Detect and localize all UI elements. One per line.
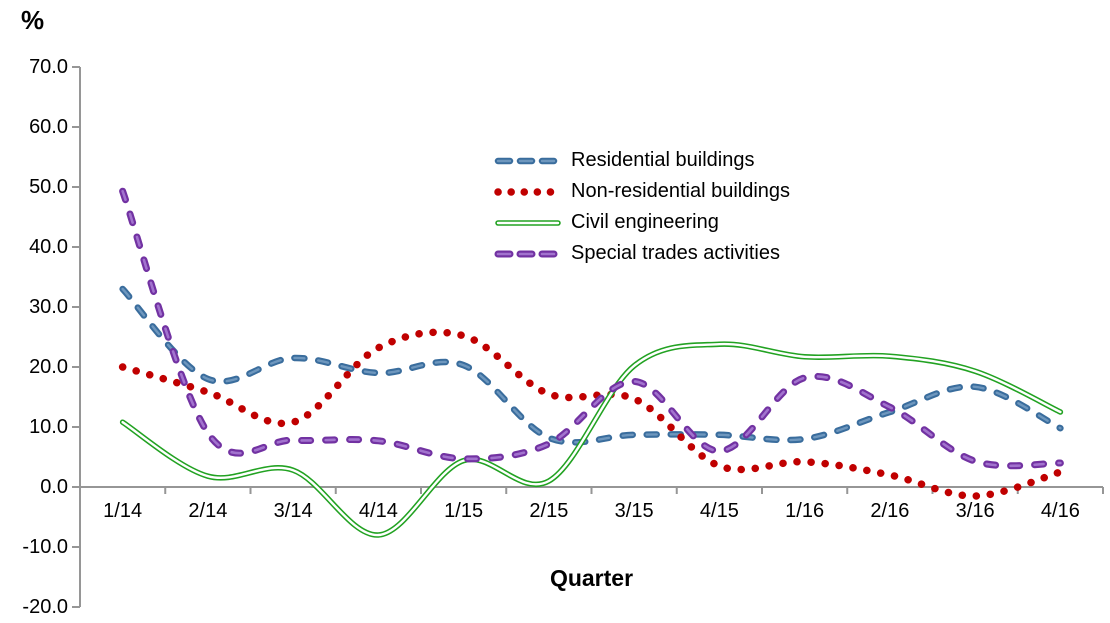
legend-label: Residential buildings xyxy=(571,149,755,171)
y-tick-label: -10.0 xyxy=(22,536,68,558)
x-tick-label: 1/16 xyxy=(785,500,825,522)
legend-item-residential-buildings: Residential buildings xyxy=(494,145,790,176)
x-tick-label: 1/14 xyxy=(103,500,143,522)
series-civil-engineering xyxy=(119,341,1064,538)
y-tick-label: 60.0 xyxy=(29,116,68,138)
series-residential-buildings-highlight xyxy=(121,287,1062,444)
legend-sample-residential-buildings-line-icon xyxy=(494,157,562,164)
x-tick-label: 4/14 xyxy=(358,500,398,522)
legend-label: Non-residential buildings xyxy=(571,180,791,202)
y-tick-label: -20.0 xyxy=(22,596,68,618)
x-tick-label: 4/16 xyxy=(1040,500,1080,522)
y-tick-label: 30.0 xyxy=(29,296,68,318)
x-tick-label: 2/15 xyxy=(529,500,569,522)
legend-label: Special trades activities xyxy=(571,242,780,264)
series-residential-buildings xyxy=(119,285,1064,446)
legend-label: Civil engineering xyxy=(571,211,719,233)
x-tick-label: 3/16 xyxy=(955,500,995,522)
x-tick-label: 3/15 xyxy=(614,500,654,522)
series-residential-buildings-line xyxy=(119,285,1064,446)
legend-item-special-trades-activities: Special trades activities xyxy=(494,238,790,269)
series-civil-engineering-highlight xyxy=(121,342,1062,537)
series-special-trades-activities xyxy=(119,187,1064,470)
legend-sample-civil-engineering-line-icon xyxy=(495,219,561,226)
series-special-trades-activities-highlight xyxy=(121,189,1062,468)
y-tick-label: 0.0 xyxy=(40,476,68,498)
series-non-residential-buildings-line xyxy=(118,328,1065,500)
y-tick-label: 70.0 xyxy=(29,56,68,78)
series-non-residential-buildings xyxy=(118,328,1065,500)
legend-item-non-residential-buildings: Non-residential buildings xyxy=(494,176,790,207)
x-tick-label: 4/15 xyxy=(699,500,739,522)
y-tick-label: 20.0 xyxy=(29,356,68,378)
y-tick-label: 10.0 xyxy=(29,416,68,438)
y-tick-label: 50.0 xyxy=(29,176,68,198)
x-tick-label: 2/16 xyxy=(870,500,910,522)
legend-sample-special-trades-activities-line-icon xyxy=(494,250,562,257)
legend: Residential buildings Non-residential bui… xyxy=(494,145,790,269)
x-tick-label: 1/15 xyxy=(444,500,484,522)
legend-item-civil-engineering: Civil engineering xyxy=(494,207,790,238)
y-tick-label: 40.0 xyxy=(29,236,68,258)
x-axis-title: Quarter xyxy=(549,565,634,591)
y-axis-unit-label: % xyxy=(21,5,45,35)
x-tick-label: 3/14 xyxy=(273,500,313,522)
legend-sample-non-residential-buildings-line-icon xyxy=(494,187,562,196)
x-tick-label: 2/14 xyxy=(188,500,228,522)
